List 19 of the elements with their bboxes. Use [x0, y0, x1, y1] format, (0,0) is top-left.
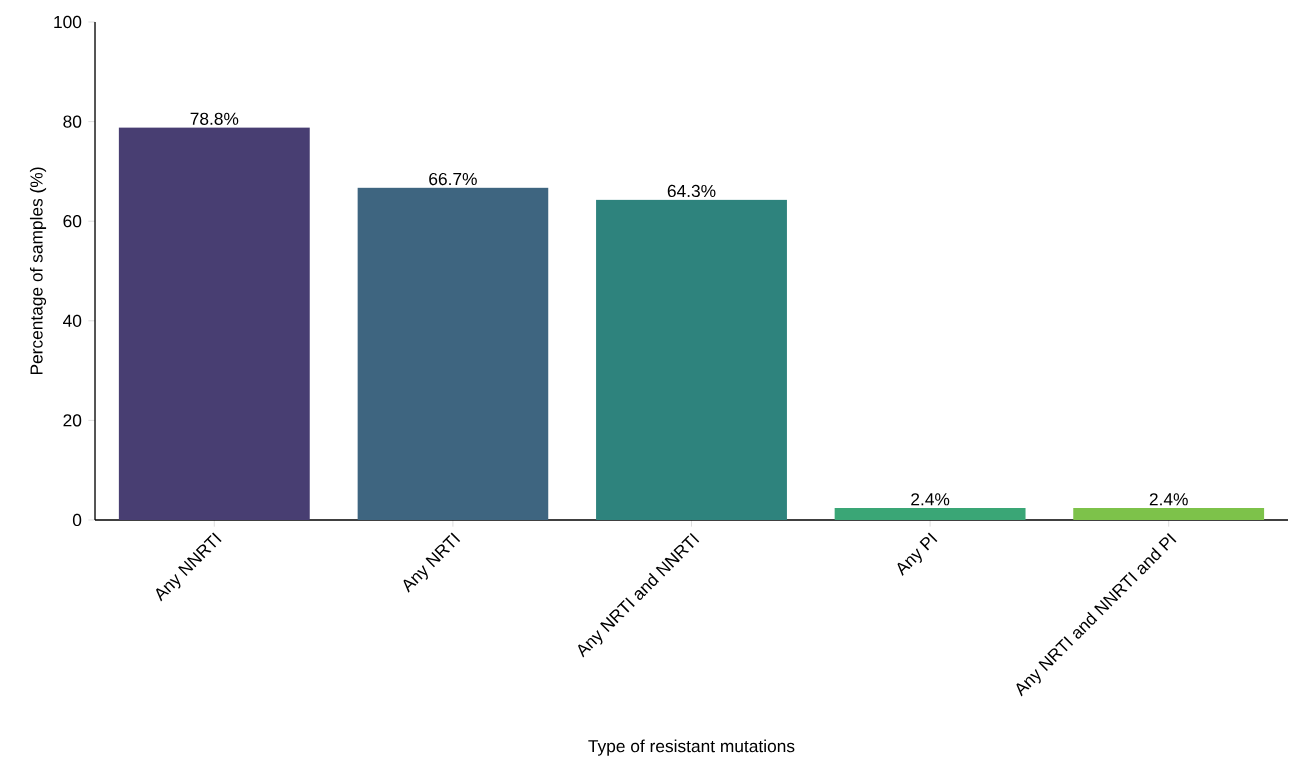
data-label: 78.8% [190, 112, 239, 125]
y-tick-label: 60 [63, 215, 82, 228]
bar [596, 199, 787, 520]
y-tick-label: 0 [72, 513, 82, 527]
bar [357, 187, 549, 520]
bar [834, 508, 1026, 520]
y-tick-label: 80 [63, 115, 82, 128]
bar [118, 127, 310, 520]
data-label: 66.7% [429, 172, 477, 186]
y-axis-title: Percentage of samples (%) [29, 167, 47, 375]
bar [1073, 508, 1265, 520]
x-axis-title: Type of resistant mutations [588, 739, 795, 756]
y-tick-label: 100 [54, 15, 82, 29]
x-tick-label: Any PI [897, 532, 938, 576]
y-tick-label: 40 [63, 314, 82, 327]
data-label: 2.4% [911, 493, 950, 506]
y-tick-label: 20 [63, 414, 82, 427]
data-label: 64.3% [667, 184, 716, 198]
data-label: 2.4% [1149, 493, 1188, 506]
